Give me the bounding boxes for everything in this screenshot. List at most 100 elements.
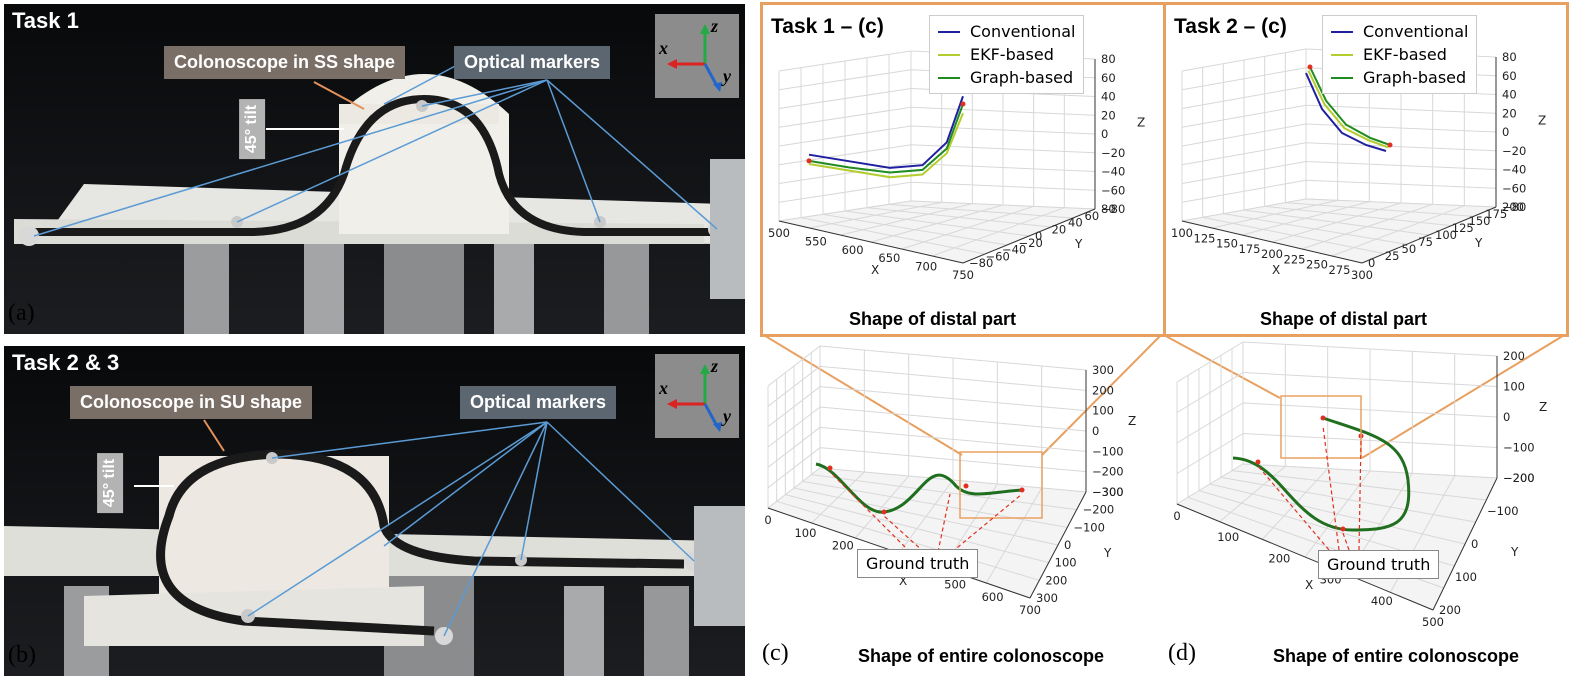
axis-arrows-b — [667, 364, 722, 432]
ground-truth-arrow — [937, 493, 951, 553]
y-tick-label: 100 — [1435, 228, 1457, 242]
photo-task1: Task 1 Colonoscope in SS shape Optical m… — [4, 4, 745, 334]
chart-task1-entire: 0100200300400500600700X3002001000−100−20… — [764, 345, 1136, 617]
legend-task2: Conventional EKF-based Graph-based — [1322, 15, 1478, 94]
x-tick-label: 225 — [1284, 252, 1306, 266]
ground-truth-arrow — [951, 493, 1023, 553]
y-tick-label: −80 — [969, 256, 993, 270]
ground-truth-arrow — [883, 515, 925, 553]
z-tick-label: −40 — [1502, 163, 1526, 177]
y-tick-label: 100 — [1455, 570, 1477, 584]
x-tick-label: 750 — [952, 268, 974, 282]
y-tick-label: −200 — [1083, 503, 1115, 517]
x-tick-label: 600 — [842, 243, 864, 257]
y-tick-label: 80 — [1101, 202, 1116, 216]
y-axis-line — [962, 208, 1096, 264]
photo-task2-scene — [4, 346, 745, 676]
series-line-ekf-based — [1307, 70, 1389, 149]
z-axis-label: Z — [1137, 116, 1145, 130]
y-axis-line — [1361, 206, 1497, 264]
y-tick-label: 125 — [1452, 221, 1474, 235]
z-tick-label: 80 — [1502, 50, 1517, 64]
x-tick-label: 150 — [1216, 237, 1238, 251]
panel-label-c: (c) — [762, 640, 789, 666]
z-tick-label: 0 — [1092, 424, 1099, 438]
x-tick-label: 100 — [1217, 530, 1239, 544]
z-tick-label: −20 — [1101, 146, 1125, 160]
entire-scope-curve — [815, 462, 1023, 514]
x-axis-label: X — [1272, 263, 1280, 277]
x-tick-label: 100 — [1171, 226, 1193, 240]
axis-z-label-b: z — [711, 356, 719, 376]
ground-truth-point — [806, 158, 812, 164]
legend-label: EKF-based — [1363, 45, 1447, 64]
panel-label-b: (b) — [8, 642, 36, 668]
legend-swatch — [1331, 76, 1353, 79]
task2-title: Task 2 & 3 — [12, 350, 120, 375]
z-tick-label: −20 — [1502, 144, 1526, 158]
y-tick-label: 60 — [1085, 209, 1100, 223]
x-tick-label: 200 — [832, 539, 854, 553]
y-axis-label: Y — [1103, 546, 1112, 560]
z-tick-label: 300 — [1092, 363, 1114, 377]
ground-truth-point — [960, 101, 966, 107]
zoom-region-rect — [959, 451, 1043, 519]
panel-label-a: (a) — [8, 300, 35, 326]
y-tick-label: −20 — [1019, 236, 1043, 250]
x-tick-label: 650 — [878, 251, 900, 265]
x-tick-label: 500 — [944, 577, 966, 591]
caption-entire-c: Shape of entire colonoscope — [858, 646, 1105, 666]
z-tick-label: 0 — [1503, 410, 1510, 424]
legend-swatch — [938, 76, 960, 79]
x-tick-label: 700 — [1019, 603, 1041, 617]
z-tick-label: 100 — [1503, 380, 1525, 394]
y-axis-label: Y — [1474, 236, 1483, 250]
y-tick-label: 200 — [1439, 603, 1461, 617]
tilt-label-a: 45° tilt — [239, 98, 266, 160]
axis-arrows-a — [667, 24, 722, 92]
z-tick-label: −80 — [1502, 200, 1526, 214]
z-tick-label: −100 — [1092, 444, 1124, 458]
y-axis-label: Y — [1074, 237, 1083, 251]
z-axis-label: Z — [1538, 114, 1546, 128]
legend-swatch — [1331, 53, 1353, 56]
y-tick-label: −40 — [1002, 243, 1026, 257]
legend-label: Graph-based — [1363, 68, 1467, 87]
chart-task2-entire: 0100200300400500X2001000−100−200Y2001000… — [1173, 341, 1547, 629]
x-axis-label: X — [871, 263, 879, 277]
z-tick-label: 80 — [1101, 52, 1116, 66]
y-tick-label: 150 — [1469, 214, 1491, 228]
z-tick-label: −200 — [1503, 471, 1535, 485]
x-tick-label: 550 — [805, 234, 827, 248]
zoom-box-task1: Task 1 – (c) 500 550 600 650 700 750 X −80 −60 −4… — [760, 2, 1166, 337]
legend-item-graph: Graph-based — [1331, 66, 1468, 89]
grid-line — [932, 207, 1065, 257]
y-tick-label: 25 — [1385, 249, 1400, 263]
y-tick-label: −100 — [1073, 520, 1105, 534]
zoom-title-task1: Task 1 – (c) — [771, 15, 884, 38]
series-line-ekf-based — [808, 112, 964, 179]
y-tick-label: 0 — [1368, 256, 1375, 270]
axis-x-label-a: x — [659, 38, 668, 58]
ground-truth-point — [881, 509, 887, 515]
x-tick-label: 200 — [1268, 551, 1290, 565]
y-tick-label: 0 — [1064, 538, 1071, 552]
y-tick-label: 200 — [1045, 573, 1067, 587]
x-axis-label: X — [1305, 578, 1313, 592]
z-tick-label: 20 — [1101, 108, 1116, 122]
y-tick-label: 100 — [1055, 556, 1077, 570]
series-line-conventional — [808, 95, 964, 169]
y-tick-label: 175 — [1485, 207, 1507, 221]
series-line-graph-based — [1309, 66, 1391, 146]
y-axis-line — [1432, 477, 1498, 611]
scope-callout-su: Colonoscope in SU shape — [70, 386, 313, 419]
tilt-label-b: 45° tilt — [97, 452, 124, 514]
x-axis-line — [1176, 503, 1434, 611]
legend-swatch — [938, 30, 960, 33]
x-tick-label: 500 — [768, 226, 790, 240]
axis-z-label-a: z — [711, 16, 719, 36]
entire-scope-curve — [1232, 416, 1411, 532]
z-axis-label: Z — [1539, 400, 1547, 414]
markers-callout-b: Optical markers — [460, 386, 617, 419]
y-tick-label: 40 — [1068, 216, 1083, 230]
